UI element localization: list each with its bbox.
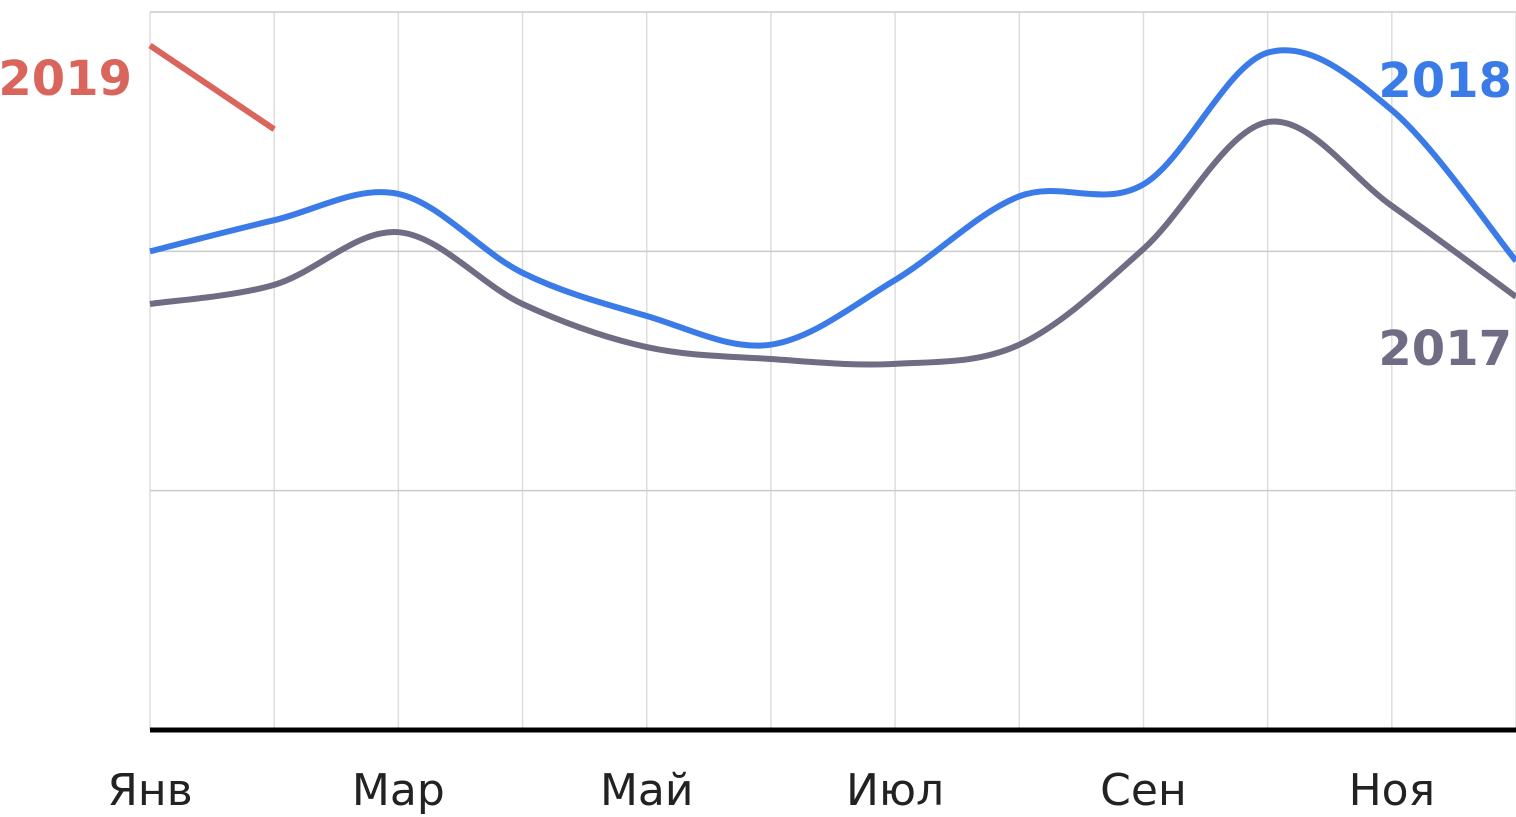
line [148, 43, 276, 132]
x-tick-label: Сен [1100, 765, 1187, 816]
x-tick-label: Янв [107, 765, 192, 816]
series-label: 2017 [1378, 321, 1512, 377]
x-tick-label: Ноя [1349, 765, 1435, 816]
series-label: 2019 [0, 51, 132, 107]
series-label: 2018 [1378, 53, 1512, 109]
line [149, 118, 1516, 368]
x-tick-label: Май [600, 765, 694, 816]
line [149, 47, 1516, 349]
x-tick-label: Июл [846, 765, 944, 816]
x-tick-label: Мар [352, 765, 445, 816]
